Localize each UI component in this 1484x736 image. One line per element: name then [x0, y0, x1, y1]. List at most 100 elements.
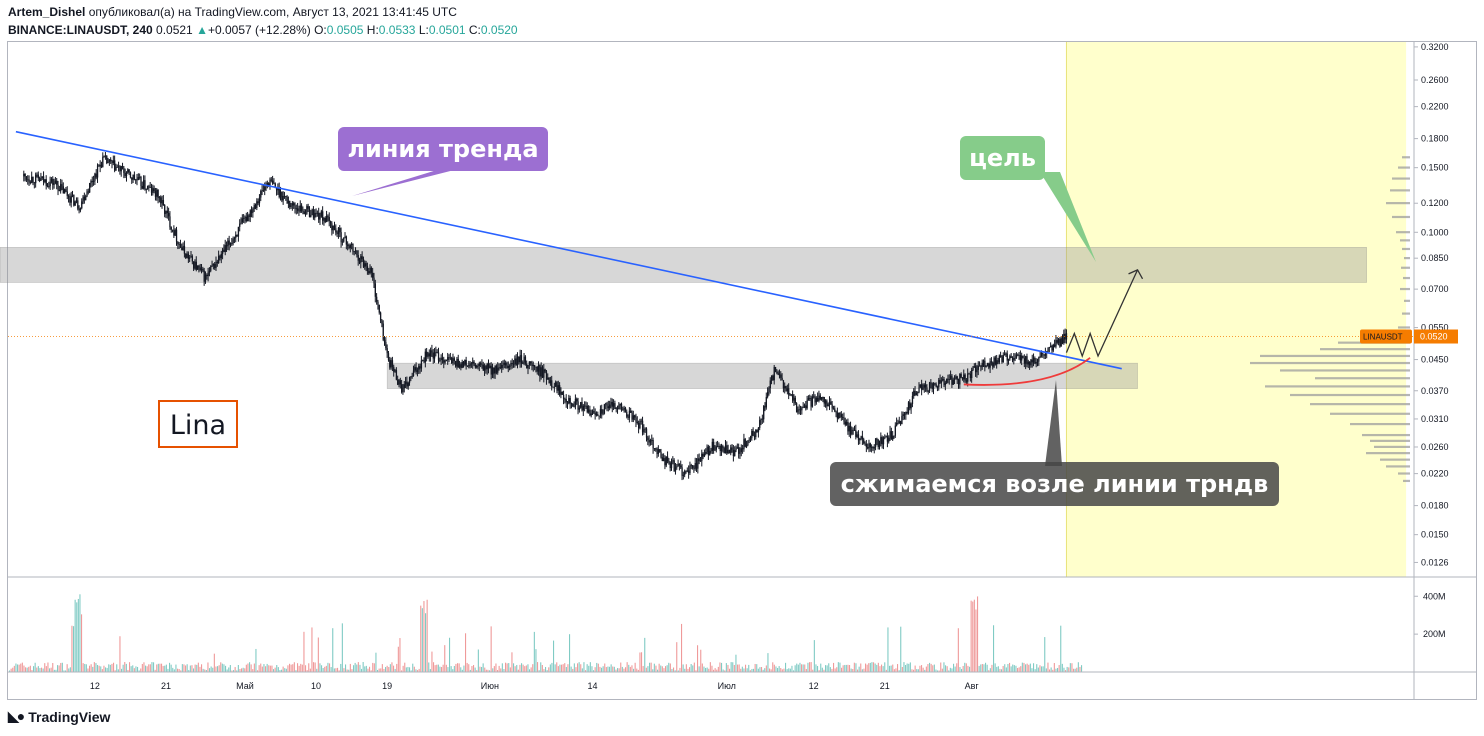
volume-profile-bar [1374, 445, 1410, 448]
candle-body [880, 437, 882, 444]
candle-body [602, 413, 604, 415]
volume-bar [159, 663, 161, 672]
volume-bar [257, 670, 259, 672]
candle-body [186, 253, 188, 258]
volume-bar [34, 662, 36, 672]
volume-bar [653, 663, 655, 672]
candle-body [387, 353, 390, 360]
volume-bar [340, 663, 342, 672]
volume-bar [631, 665, 633, 672]
volume-bar [863, 668, 865, 672]
candle-body [728, 449, 731, 454]
candle-body [892, 435, 894, 440]
candle-body [171, 229, 174, 231]
candle-body [423, 359, 425, 363]
candle-body [651, 439, 653, 441]
volume-bar [55, 669, 57, 672]
volume-bar [1036, 664, 1038, 672]
candle-body [1025, 356, 1027, 364]
volume-bar [959, 667, 961, 672]
candle-body [586, 405, 588, 413]
author-name[interactable]: Artem_Dishel [8, 5, 86, 19]
volume-bar [626, 662, 628, 672]
volume-bar [711, 665, 713, 672]
volume-bar [322, 668, 324, 672]
candle-body [931, 383, 933, 389]
volume-bar [169, 662, 171, 672]
volume-bar [426, 599, 428, 672]
volume-bar [684, 668, 686, 672]
candle-body [939, 379, 941, 383]
volume-bar [807, 662, 809, 672]
low-value: 0.0501 [428, 23, 466, 37]
candle-body [537, 365, 540, 372]
candle-body [723, 448, 725, 454]
volume-bar [154, 669, 156, 672]
candle-body [91, 181, 93, 183]
volume-bar [810, 662, 812, 672]
candle-body [452, 358, 454, 364]
volume-profile-bar [1392, 215, 1410, 219]
volume-bar [495, 663, 497, 672]
time-tick-label: Июн [481, 681, 499, 691]
candle-body [867, 447, 869, 449]
volume-bar [532, 664, 534, 672]
volume-bar [20, 663, 22, 672]
volume-bar [585, 670, 587, 672]
candle-body [216, 261, 219, 264]
candle-body [593, 410, 595, 413]
candle-body [778, 374, 781, 376]
candle-body [522, 362, 524, 364]
volume-profile-bar [1320, 348, 1410, 351]
candle-body [1036, 361, 1039, 363]
volume-bar [1060, 625, 1062, 672]
candle-body [582, 405, 585, 411]
candle-body [893, 435, 895, 437]
candle-body [1017, 354, 1019, 356]
candle-body [23, 173, 25, 177]
volume-bar [980, 664, 982, 672]
volume-bar [500, 668, 502, 672]
volume-profile-bar [1386, 465, 1410, 468]
volume-bar [988, 670, 990, 672]
candle-body [928, 382, 931, 391]
volume-bar [804, 664, 806, 672]
volume-bar [265, 666, 267, 672]
volume-bar [591, 666, 593, 672]
volume-bar [876, 664, 878, 672]
volume-bar [869, 662, 871, 672]
candle-body [580, 402, 582, 408]
price-tick-label: 0.3200 [1421, 42, 1449, 52]
candle-body [1034, 357, 1036, 364]
candle-body [619, 403, 621, 406]
candle-body [481, 364, 483, 366]
candle-body [339, 227, 341, 233]
candle-body [135, 179, 137, 181]
candle-body [427, 353, 429, 357]
volume-bar [549, 664, 551, 672]
candle-body [429, 350, 432, 357]
candle-body [1035, 362, 1037, 364]
volume-bar [201, 664, 203, 672]
volume-bar [967, 665, 969, 672]
volume-bar [761, 666, 763, 672]
volume-bar [138, 670, 140, 672]
candle-body [174, 229, 176, 236]
candle-body [942, 379, 944, 381]
candle-body [348, 246, 350, 248]
candle-body [801, 407, 803, 411]
volume-bar [785, 662, 787, 672]
candle-body [906, 411, 908, 414]
price-tick-label: 0.0700 [1421, 284, 1449, 294]
volume-bar [623, 668, 625, 672]
candle-body [507, 366, 509, 369]
candle-body [394, 370, 396, 372]
volume-bar [434, 665, 436, 672]
candle-body [852, 429, 854, 431]
candle-body [585, 405, 587, 407]
tradingview-logo[interactable]: ◣● TradingView [8, 708, 110, 725]
candle-body [24, 173, 26, 177]
candle-body [598, 415, 600, 417]
candle-body [772, 375, 774, 381]
